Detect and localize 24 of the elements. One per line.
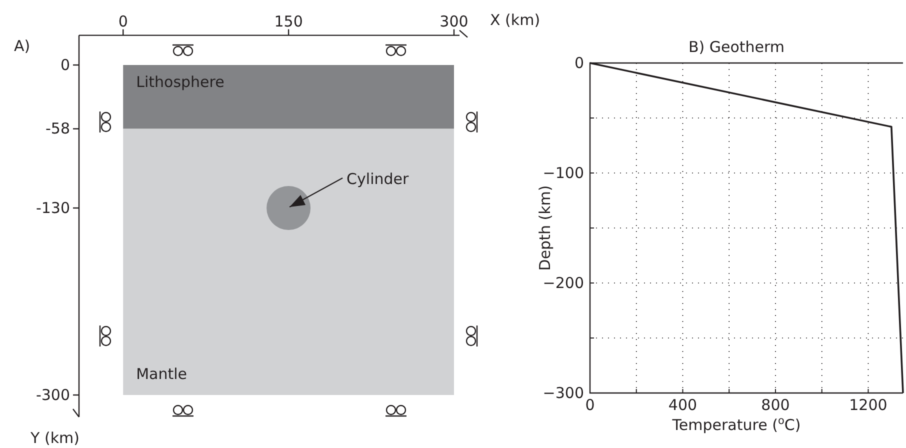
band-label: Lithosphere [136,73,224,91]
x-tick-label: 1200 [849,396,888,414]
y-axis-title: Depth (km) [536,185,554,271]
x-tick-label: 400 [668,396,698,414]
x-tick-label: 0 [118,12,128,30]
y-tick-label: -130 [36,198,70,217]
y-tick-label: −100 [542,164,584,182]
y-tick-label: 0 [574,54,584,72]
band-label: Mantle [136,365,188,383]
x-tick-label: 150 [274,12,303,30]
y-tick-label: -300 [36,386,70,404]
x-axis-title: X (km) [490,11,540,29]
x-tick-label: 800 [761,396,790,414]
chart-title: A) [14,37,30,55]
y-axis-title: Y (km) [30,429,80,447]
y-tick-label: 0 [60,56,70,74]
x-tick-label: 0 [585,396,595,414]
annotation: Cylinder [346,170,410,188]
y-tick-label: −300 [542,384,584,402]
chart-title: B) Geotherm [688,38,785,56]
y-tick-label: −200 [542,274,584,292]
y-tick-label: -58 [46,120,70,138]
x-axis-title: Temperature ($^{o}$C) [671,415,801,434]
x-tick-label: 300 [440,12,468,30]
